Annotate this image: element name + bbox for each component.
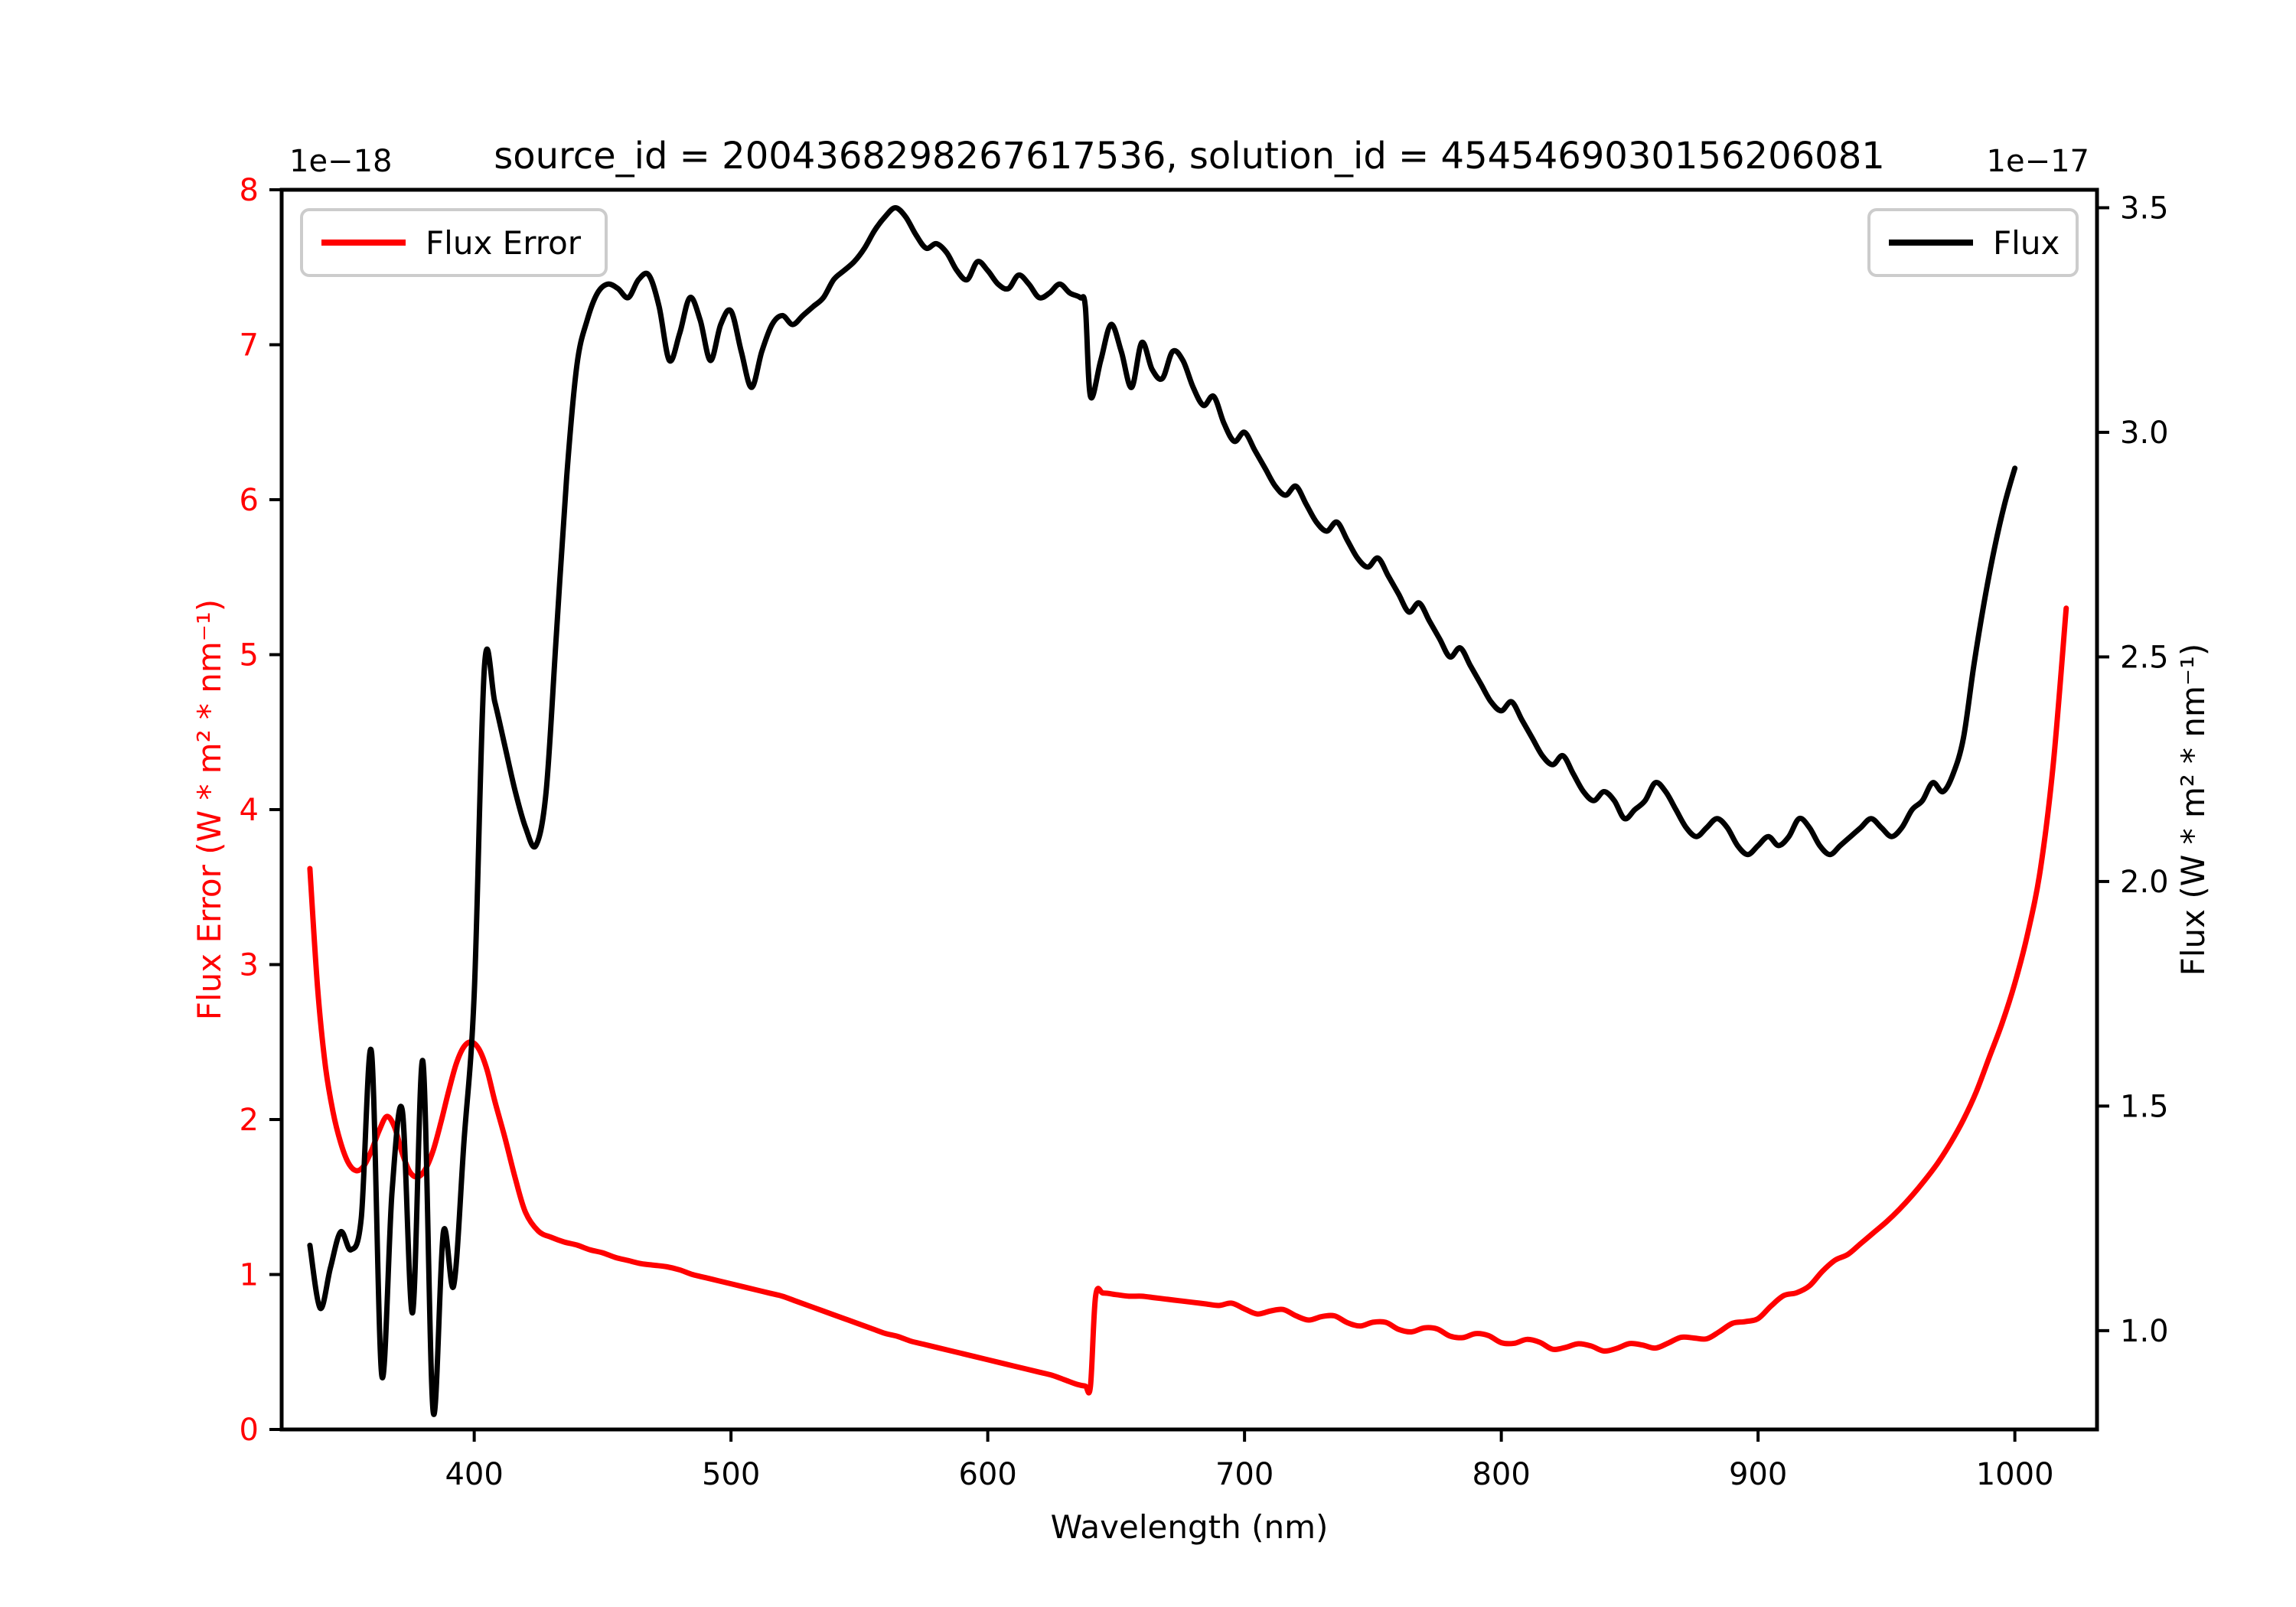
right-y-tick-label: 1.0 [2120,1314,2169,1349]
left-y-tick-label: 6 [240,483,259,518]
right-y-tick-label: 3.0 [2120,416,2169,451]
right-y-tick-label: 2.0 [2120,865,2169,900]
legend-label: Flux [1993,224,2060,262]
x-tick-label: 700 [1215,1457,1274,1492]
legend-flux[interactable]: Flux [1867,208,2079,277]
legend-layer: Flux Error Flux [300,208,2079,277]
axes-layer [269,187,2109,1442]
left-y-tick-label: 8 [240,173,259,208]
right-y-tick-label: 2.5 [2120,640,2169,675]
x-tick-label: 600 [958,1457,1016,1492]
x-tick-label: 900 [1729,1457,1787,1492]
left-y-tick-label: 0 [240,1413,259,1448]
right-y-tick-label: 1.5 [2120,1089,2169,1124]
labels-layer: 400 500 600 700 800 900 1000 0 1 2 3 4 5 6 7 8 1.0 1.5 2.0… [191,135,2212,1546]
x-tick-label: 800 [1472,1457,1530,1492]
right-y-axis-label: Flux (W * m² * nm⁻¹) [2174,644,2212,976]
left-y-tick-label: 1 [240,1258,259,1293]
page-title: source_id = 2004368298267617536, solutio… [494,135,1885,178]
left-y-tick-label: 7 [240,328,259,363]
x-tick-label: 1000 [1976,1457,2054,1492]
legend-box [300,208,608,277]
right-axis-offset-text: 1e−17 [1987,144,2089,179]
series-line-flux-error [307,605,2069,1396]
legend-flux-error[interactable]: Flux Error [300,208,608,277]
x-tick-label: 400 [445,1457,503,1492]
left-y-tick-label: 4 [240,793,259,828]
x-axis-label: Wavelength (nm) [1051,1508,1329,1546]
left-y-tick-label: 3 [240,948,259,983]
series-layer [307,204,2069,1417]
right-y-tick-label: 3.5 [2120,191,2169,226]
left-y-axis-label: Flux Error (W * m² * nm⁻¹) [191,599,228,1020]
left-y-tick-label: 5 [240,638,259,673]
left-axis-offset-text: 1e−18 [289,144,392,179]
series-line-flux [307,204,2018,1417]
x-tick-label: 500 [702,1457,760,1492]
left-y-tick-label: 2 [240,1103,259,1138]
legend-label: Flux Error [426,224,582,262]
